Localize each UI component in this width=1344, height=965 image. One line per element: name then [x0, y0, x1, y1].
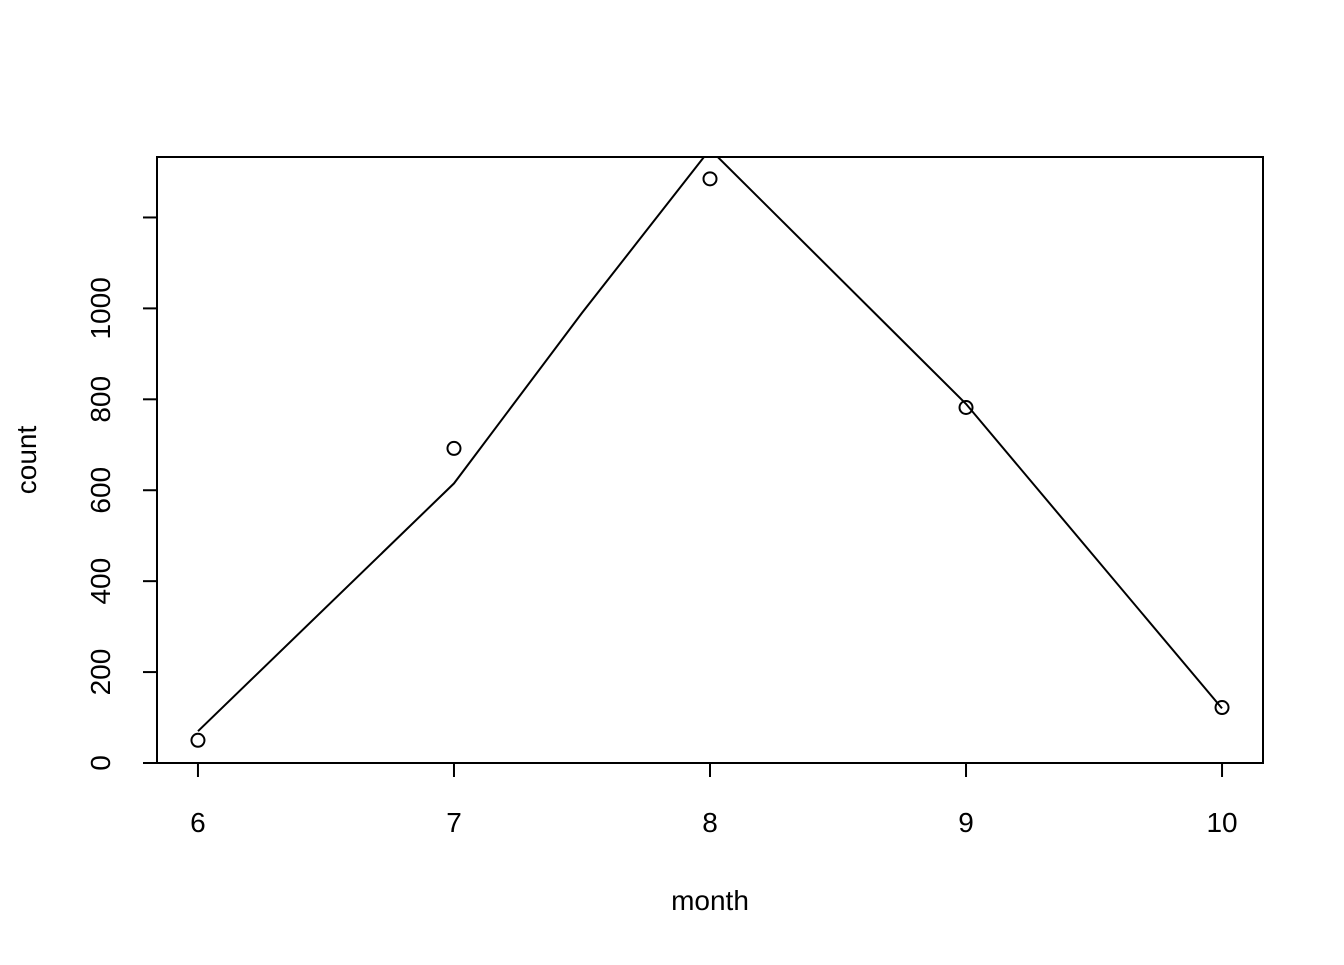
x-tick-label: 8 — [702, 807, 718, 838]
y-axis-title: count — [11, 426, 42, 495]
fitted-line — [197, 157, 1223, 732]
y-tick-label: 400 — [85, 558, 116, 605]
x-tick-label: 6 — [190, 807, 206, 838]
series-points-group — [190, 171, 1230, 748]
y-tick-label: 200 — [85, 649, 116, 696]
y-tick-label: 600 — [85, 467, 116, 514]
y-tick-label: 800 — [85, 376, 116, 423]
x-axis: 6 7 8 9 10 — [190, 762, 1238, 838]
x-axis-title: month — [671, 885, 749, 916]
data-point — [446, 440, 462, 456]
x-tick-label: 10 — [1206, 807, 1237, 838]
data-point — [958, 399, 974, 415]
data-point — [190, 732, 206, 748]
data-point — [702, 171, 718, 187]
x-tick-label: 7 — [446, 807, 462, 838]
x-tick-label: 9 — [958, 807, 974, 838]
plot-frame — [156, 156, 1264, 764]
y-tick-label: 0 — [85, 755, 116, 771]
y-tick-label: 1000 — [85, 277, 116, 339]
series-line-group — [197, 157, 1223, 732]
y-axis: 0 200 400 600 800 1000 — [85, 216, 158, 771]
data-point — [1214, 700, 1230, 716]
